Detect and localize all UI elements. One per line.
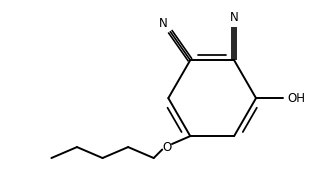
Text: N: N	[159, 17, 168, 30]
Text: N: N	[230, 11, 238, 24]
Text: O: O	[163, 141, 172, 154]
Text: OH: OH	[288, 92, 306, 105]
